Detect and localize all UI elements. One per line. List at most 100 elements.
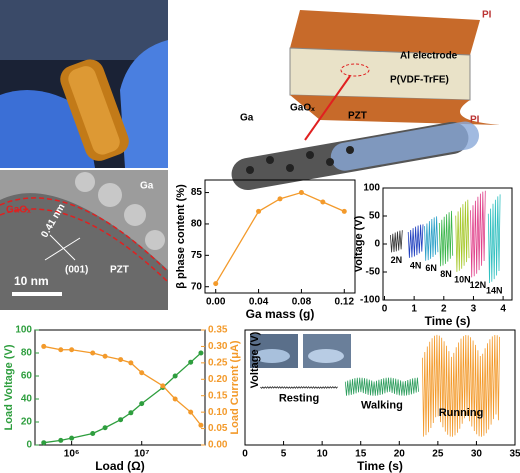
y-tick-label: 80 xyxy=(191,219,203,230)
tem-label: Ga xyxy=(140,181,154,192)
plot-frame xyxy=(204,179,356,294)
y-tick-label: 100 xyxy=(363,183,380,194)
data-point xyxy=(58,437,64,443)
signal xyxy=(424,216,439,261)
y-tick-label: 50 xyxy=(369,211,381,222)
scale-bar-label: 10 nm xyxy=(14,274,49,288)
signal xyxy=(455,199,470,272)
x-tick-label: 20 xyxy=(394,449,406,460)
force-label: 10N xyxy=(454,274,471,284)
force-label: 8N xyxy=(440,269,452,279)
data-point xyxy=(188,359,194,365)
data-point xyxy=(213,281,219,287)
y-tick-label: 20 xyxy=(21,417,33,428)
data-point xyxy=(128,360,134,366)
y-tick-label: 75 xyxy=(191,250,203,261)
force-label: 6N xyxy=(425,263,437,273)
x-axis-label: Time (s) xyxy=(357,459,403,473)
phase-label: Walking xyxy=(361,400,403,412)
y-tick-label: 0 xyxy=(26,440,32,451)
y-axis-label: Voltage (V) xyxy=(249,331,261,388)
plot-frame xyxy=(34,329,206,446)
phase-label: Resting xyxy=(279,393,319,405)
data-point xyxy=(256,208,262,214)
force-label: 2N xyxy=(391,255,403,265)
signal xyxy=(470,190,486,278)
data-point xyxy=(320,199,326,205)
x-tick-label: 10⁷ xyxy=(134,449,149,460)
fiber-label: Ga xyxy=(240,113,254,124)
data-point xyxy=(139,401,145,407)
data-point xyxy=(69,435,75,441)
x-tick-label: 0 xyxy=(242,449,248,460)
data-point xyxy=(277,196,283,202)
signal xyxy=(407,224,424,258)
plot-frame xyxy=(244,329,516,446)
signal xyxy=(422,334,500,437)
x-tick-label: 5 xyxy=(281,449,287,460)
x-tick-label: 2 xyxy=(441,304,447,315)
y2-tick-label: 0.20 xyxy=(208,374,228,385)
device-photo xyxy=(0,0,168,168)
y-tick-label: 80 xyxy=(21,348,33,359)
signal xyxy=(260,386,338,389)
inset-photos xyxy=(250,334,351,368)
x-tick-label: 30 xyxy=(471,449,483,460)
fiber-label: PZT xyxy=(348,111,367,122)
y-tick-label: 85 xyxy=(191,187,203,198)
x-tick-label: 0 xyxy=(382,304,388,315)
data-point xyxy=(139,370,145,376)
y2-tick-label: 0.35 xyxy=(208,325,228,336)
data-point xyxy=(198,422,204,428)
data-point xyxy=(160,383,166,389)
layer-label: PI xyxy=(482,10,492,21)
data-point xyxy=(69,347,75,353)
y-tick-label: 0 xyxy=(374,239,380,250)
y-tick-label: 60 xyxy=(21,371,33,382)
x-tick-label: 0.08 xyxy=(292,297,312,308)
data-point xyxy=(128,410,134,416)
data-point xyxy=(298,190,304,196)
schematic: PI Al electrode P(VDF-TrFE) PI Ga GaOₓ P… xyxy=(231,10,500,191)
x-axis-label: Load (Ω) xyxy=(95,459,145,473)
x-tick-label: 0.04 xyxy=(249,297,269,308)
data-point xyxy=(41,343,47,349)
data-point xyxy=(172,373,178,379)
x-tick-label: 10⁶ xyxy=(64,449,80,460)
x-axis-label: Time (s) xyxy=(425,314,471,328)
signal xyxy=(390,230,403,253)
fiber-label: GaOₓ xyxy=(290,103,315,114)
signal xyxy=(487,194,501,284)
data-point xyxy=(118,417,124,423)
x-tick-label: 10 xyxy=(317,449,329,460)
y2-tick-label: 0.05 xyxy=(208,423,228,434)
force-label: 4N xyxy=(410,260,422,270)
y-axis-label: Load Voltage (V) xyxy=(3,344,15,430)
fit-line xyxy=(215,191,345,284)
x-tick-label: 4 xyxy=(500,304,506,315)
data-point xyxy=(90,350,96,356)
layer-label: P(VDF-TrFE) xyxy=(390,75,449,86)
x-tick-label: 35 xyxy=(509,449,520,460)
data-point xyxy=(172,396,178,402)
x-tick-label: 0.12 xyxy=(335,297,355,308)
y-tick-label: 70 xyxy=(191,281,203,292)
y-tick-label: -100 xyxy=(360,295,380,306)
data-point xyxy=(90,431,96,436)
tem-label: (001) xyxy=(65,265,88,276)
tem-label: GaOₓ xyxy=(6,205,31,216)
y-tick-label: -50 xyxy=(366,267,381,278)
data-point xyxy=(188,409,194,415)
data-point xyxy=(102,425,108,431)
y2-tick-label: 0.10 xyxy=(208,407,228,418)
data-point xyxy=(102,353,108,359)
data-point xyxy=(58,347,64,353)
phase-label: Running xyxy=(439,407,484,419)
y2-axis-label: Load Current (μA) xyxy=(229,340,241,434)
x-tick-label: 1 xyxy=(411,304,417,315)
data-point xyxy=(118,357,124,363)
signal xyxy=(344,377,419,396)
data-point xyxy=(41,440,47,446)
y-axis-label: β phase content (%) xyxy=(175,184,187,289)
